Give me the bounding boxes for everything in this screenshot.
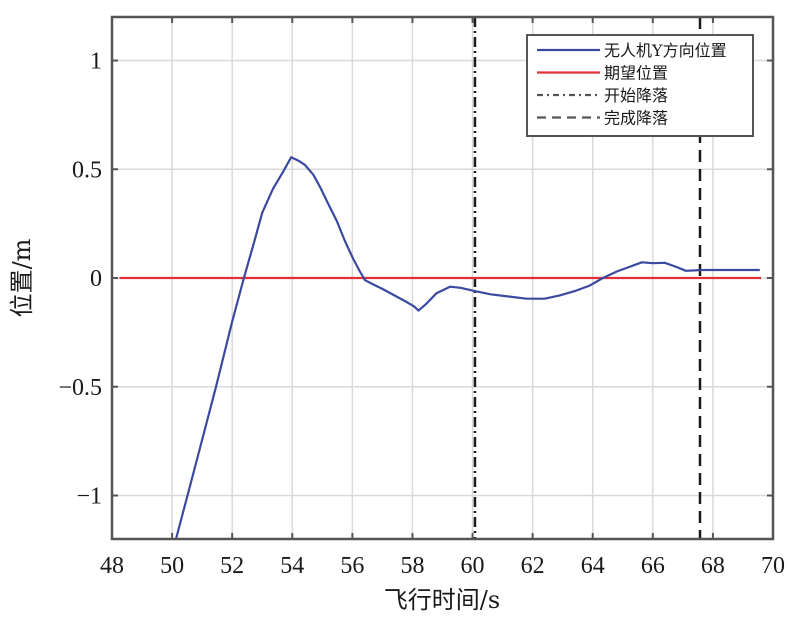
x-tick-label: 48	[100, 553, 124, 579]
y-tick-label: 1	[90, 49, 102, 75]
x-tick-labels: 48 50 52 54 56 58 60 62 64 66 68 70	[100, 553, 785, 579]
legend-label: 无人机Y方向位置	[604, 41, 727, 60]
x-tick-label: 56	[340, 553, 364, 579]
x-tick-label: 70	[761, 553, 785, 579]
x-tick-label: 60	[461, 553, 485, 579]
y-tick-label: −1	[76, 484, 102, 510]
axis-ticks	[112, 17, 773, 539]
x-tick-label: 50	[160, 553, 184, 579]
y-axis-title: 位置/m	[8, 238, 36, 317]
y-tick-labels: −1 −0.5 0 0.5 1	[58, 49, 102, 510]
x-tick-label: 58	[400, 553, 424, 579]
y-tick-label: 0	[90, 266, 102, 292]
x-tick-label: 62	[521, 553, 545, 579]
x-tick-label: 64	[581, 553, 605, 579]
series-line	[174, 156, 760, 540]
legend-box	[526, 34, 754, 137]
legend-label: 开始降落	[604, 86, 668, 105]
x-tick-label: 54	[280, 553, 304, 579]
x-tick-label: 68	[701, 553, 725, 579]
y-tick-label: −0.5	[58, 375, 102, 401]
legend-label: 期望位置	[604, 64, 668, 83]
y-tick-label: 0.5	[72, 157, 102, 183]
data-series	[119, 156, 761, 540]
x-axis-title: 飞行时间/s	[384, 586, 500, 614]
x-tick-label: 66	[641, 553, 665, 579]
legend-label: 完成降落	[604, 109, 668, 128]
x-tick-label: 52	[220, 553, 244, 579]
